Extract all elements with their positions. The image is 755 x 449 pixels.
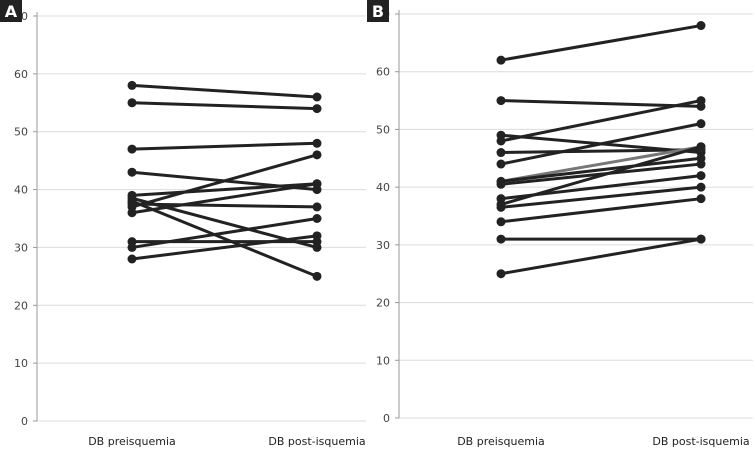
panel-a-series-10-point-post	[312, 179, 322, 189]
panel-b-label-box	[367, 0, 389, 22]
panel-a-y-tick-label: 20	[14, 299, 28, 312]
panel-a-series-1-point-post	[312, 92, 322, 102]
panel-b-series-11-point-post	[696, 142, 706, 152]
panel-a-series-13-line	[130, 234, 319, 261]
panel-b-series-12-line	[499, 185, 703, 209]
panel-b-series-15-line	[499, 237, 703, 276]
panel-a-y-tick-label: 0	[21, 415, 28, 428]
panel-b-y-tick-label: 0	[383, 412, 390, 425]
panel-a-y-tick-label: 10	[14, 357, 28, 370]
panel-a-label: A	[5, 2, 18, 21]
panel-b-y-tick-label: 30	[376, 239, 390, 252]
panel-a-category-label: DB post-isquemia	[268, 435, 365, 448]
panel-a-y-tick-label: 30	[14, 241, 28, 254]
panel-b-series-12-point-pre	[496, 202, 506, 212]
panel-b-category-label: DB post-isquemia	[652, 435, 749, 448]
panel-b-y-tick-label: 60	[376, 66, 390, 79]
panel-b-series-9-point-pre	[496, 179, 506, 189]
panel-a-series-1-point-pre	[127, 80, 137, 90]
panel-b-series-5-line	[499, 148, 703, 155]
panel-a-series-8-line	[130, 202, 319, 209]
panel-b-series-1-point-pre	[496, 55, 506, 65]
panel-b-label: B	[372, 2, 384, 21]
panel-b-series-6-point-pre	[496, 159, 506, 169]
panel-b-y-tick-label: 40	[376, 181, 390, 194]
panel-b-series-6-point-post	[696, 119, 706, 129]
panel-b-series-10-point-post	[696, 171, 706, 181]
panel-a-series-13-point-pre	[127, 254, 137, 264]
panel-b-series-1-line	[499, 24, 703, 62]
panel-b-y-tick-label: 10	[376, 354, 390, 367]
panel-a-y-tick-label: 50	[14, 126, 28, 139]
panel-b-series-7-line	[499, 145, 703, 183]
panel-a-series-7-point-post	[312, 271, 322, 281]
panel-a-series-1-line	[130, 83, 319, 99]
panel-a-series-12-line	[130, 217, 319, 249]
panel-b-y-tick-label: 50	[376, 123, 390, 136]
panel-a-series-9-point-post	[312, 150, 322, 160]
panel-a-series-12-point-post	[312, 214, 322, 223]
panel-b-series-11-line	[499, 145, 703, 206]
panel-b-series-4-point-post	[696, 96, 706, 106]
panel-b-series-5-point-pre	[496, 148, 506, 158]
panel-a-series-4-point-pre	[127, 167, 137, 177]
panel-b-series-12-point-post	[696, 182, 706, 192]
panel-a-series-8-point-post	[312, 202, 322, 212]
panel-b-y-tick-label: 20	[376, 297, 390, 310]
panel-a-series-10-line	[130, 182, 319, 215]
panel-a-series-2-point-post	[312, 104, 322, 114]
panel-b-series-6-line	[499, 122, 703, 166]
panel-a-label-box	[0, 0, 22, 22]
panel-b-series-15-point-pre	[496, 269, 506, 279]
panel-a-series-2-line	[130, 101, 319, 111]
panel-b-series-1-point-post	[696, 21, 706, 31]
panel-a-series-10-point-pre	[127, 208, 137, 218]
panel-b-series-13-point-post	[696, 194, 706, 204]
panel-b-series-13-point-pre	[496, 217, 506, 227]
panel-b-series-15-point-post	[696, 234, 706, 244]
panel-b-series-14-point-pre	[496, 234, 506, 244]
panel-a-series-13-point-post	[312, 231, 322, 241]
panel-b-series-2-line	[499, 99, 703, 108]
panel-b-series-13-line	[499, 197, 703, 224]
panel-b-series-9-point-post	[696, 159, 706, 169]
panel-a-series-3-point-pre	[127, 144, 137, 154]
panel-a-y-tick-label: 60	[14, 68, 28, 81]
panel-a-series-5-line	[130, 182, 319, 197]
panel-b-category-label: DB preisquemia	[457, 435, 545, 448]
panel-a-series-2-point-pre	[127, 98, 137, 108]
panel-b-series-2-point-pre	[496, 96, 506, 106]
panel-a-series-9-line	[130, 153, 319, 209]
panel-b-series-8-line	[499, 156, 703, 183]
panel-a-series-3-line	[130, 141, 319, 151]
panel-b-series-4-line	[499, 99, 703, 143]
panel-b-series-4-point-pre	[496, 136, 506, 146]
panel-a-series-7-line	[130, 199, 319, 278]
panel-a-series-12-point-pre	[127, 242, 137, 252]
panel-a-category-label: DB preisquemia	[88, 435, 176, 448]
panel-a-y-tick-label: 40	[14, 184, 28, 197]
panel-a-series-3-point-post	[312, 138, 322, 148]
